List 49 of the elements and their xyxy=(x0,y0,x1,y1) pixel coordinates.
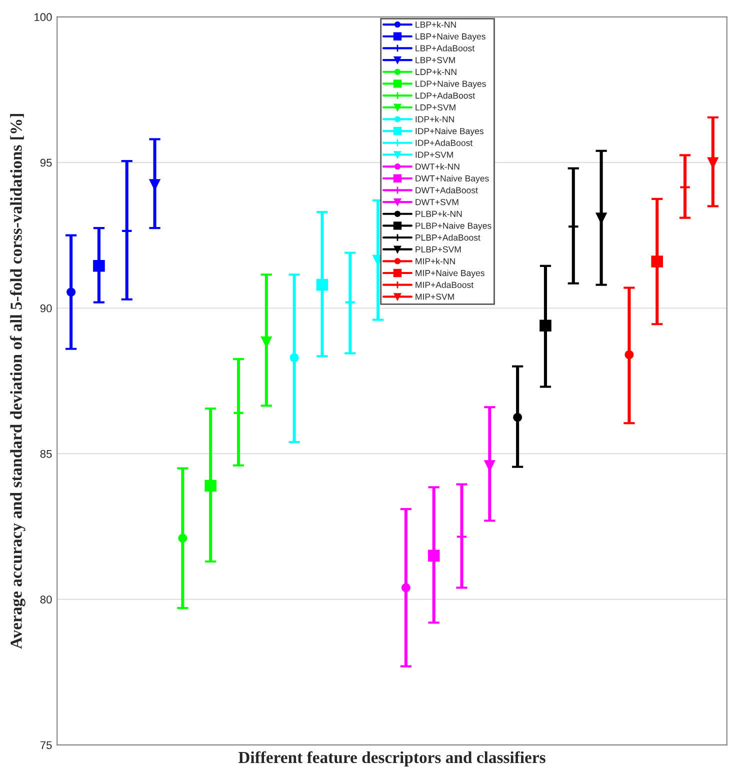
y-tick-label: 80 xyxy=(40,596,52,604)
legend-label: LDP+SVM xyxy=(416,104,456,111)
legend-label: DWT+k-NN xyxy=(416,163,460,170)
legend-label: PLBP+SVM xyxy=(416,246,461,252)
legend-label: PLBP+k-NN xyxy=(416,210,462,217)
x-axis-title: Different feature descriptors and classifiers xyxy=(238,751,546,766)
legend-label: DWT+AdaBoost xyxy=(416,186,478,194)
y-tick-label: 90 xyxy=(40,304,52,312)
legend-label: LBP+k-NN xyxy=(416,21,456,28)
legend-label: MIP+SVM xyxy=(416,294,454,300)
point xyxy=(624,350,634,360)
point xyxy=(66,288,76,297)
legend-label: IDP+Naive Bayes xyxy=(416,128,484,136)
legend-label: LBP+AdaBoost xyxy=(416,44,475,52)
point xyxy=(651,256,664,268)
legend-label: IDP+AdaBoost xyxy=(416,140,473,146)
point xyxy=(708,157,718,168)
legend-label: LBP+Naive Bayes xyxy=(416,33,486,42)
y-tick-label: 95 xyxy=(40,158,52,167)
legend-label: LDP+Naive Bayes xyxy=(416,80,486,89)
point xyxy=(178,534,188,543)
point xyxy=(261,336,272,347)
point xyxy=(204,480,216,492)
y-tick-label: 75 xyxy=(40,741,52,750)
legend-label: MIP+k-NN xyxy=(416,258,455,264)
point xyxy=(150,179,160,190)
point xyxy=(316,278,328,291)
legend-label: DWT+Naive Bayes xyxy=(416,175,489,184)
legend-label: PLBP+AdaBoost xyxy=(416,234,480,241)
point xyxy=(513,412,522,422)
legend-label: LDP+k-NN xyxy=(416,68,456,75)
point xyxy=(596,212,607,224)
legend-label: DWT+SVM xyxy=(416,198,458,206)
y-tick-label: 85 xyxy=(40,450,52,458)
legend-label: MIP+Naive Bayes xyxy=(416,270,484,278)
legend-label: PLBP+Naive Bayes xyxy=(416,222,492,231)
y-tick-label: 100 xyxy=(34,13,52,22)
point xyxy=(401,583,410,592)
y-axis-title: Average accuracy and standard deviation of all 5-fold corss-validations [%] xyxy=(10,114,26,649)
legend-label: LDP+AdaBoost xyxy=(416,92,475,99)
point xyxy=(290,353,299,362)
legend-label: LBP+SVM xyxy=(416,56,455,64)
legend-label: IDP+k-NN xyxy=(416,116,454,122)
point xyxy=(93,260,105,272)
legend-label: IDP+SVM xyxy=(416,152,453,158)
point xyxy=(428,550,440,562)
point xyxy=(484,460,495,471)
point xyxy=(540,320,552,332)
legend-label: MIP+AdaBoost xyxy=(416,282,474,288)
